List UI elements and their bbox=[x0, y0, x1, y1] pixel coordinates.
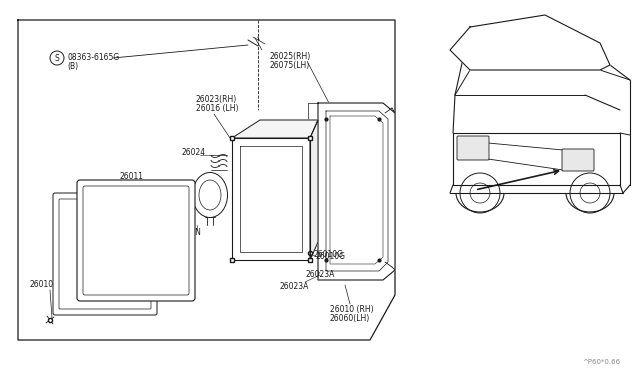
Text: 26075(LH): 26075(LH) bbox=[270, 61, 310, 70]
Text: 26011: 26011 bbox=[120, 172, 144, 181]
Polygon shape bbox=[232, 138, 310, 260]
Polygon shape bbox=[310, 120, 318, 260]
Text: 08363-6165G: 08363-6165G bbox=[67, 53, 119, 62]
Text: 26010 (RH): 26010 (RH) bbox=[330, 305, 374, 314]
Ellipse shape bbox=[199, 180, 221, 210]
Text: ^P60*0.66: ^P60*0.66 bbox=[582, 359, 620, 365]
Text: 26025(RH): 26025(RH) bbox=[270, 52, 311, 61]
Text: 26023A: 26023A bbox=[280, 282, 309, 291]
Polygon shape bbox=[232, 120, 318, 138]
Text: 26010E: 26010E bbox=[55, 203, 84, 212]
Text: 26800N: 26800N bbox=[172, 228, 202, 237]
Text: S: S bbox=[54, 54, 60, 62]
FancyBboxPatch shape bbox=[457, 136, 489, 160]
FancyBboxPatch shape bbox=[562, 149, 594, 171]
Text: (B): (B) bbox=[67, 62, 78, 71]
Text: 26023(RH): 26023(RH) bbox=[196, 95, 237, 104]
FancyBboxPatch shape bbox=[59, 199, 151, 309]
Text: 26016 (LH): 26016 (LH) bbox=[196, 104, 239, 113]
Text: 26024: 26024 bbox=[182, 148, 206, 157]
FancyBboxPatch shape bbox=[83, 186, 189, 295]
Polygon shape bbox=[450, 15, 610, 70]
FancyBboxPatch shape bbox=[53, 193, 157, 315]
Text: 26023A: 26023A bbox=[305, 270, 334, 279]
Polygon shape bbox=[318, 103, 395, 280]
Text: 26010G: 26010G bbox=[315, 252, 345, 261]
FancyBboxPatch shape bbox=[77, 180, 195, 301]
Ellipse shape bbox=[193, 173, 227, 218]
Text: 26060(LH): 26060(LH) bbox=[330, 314, 371, 323]
Text: 26010G: 26010G bbox=[313, 250, 343, 259]
Text: 26010A: 26010A bbox=[30, 280, 60, 289]
